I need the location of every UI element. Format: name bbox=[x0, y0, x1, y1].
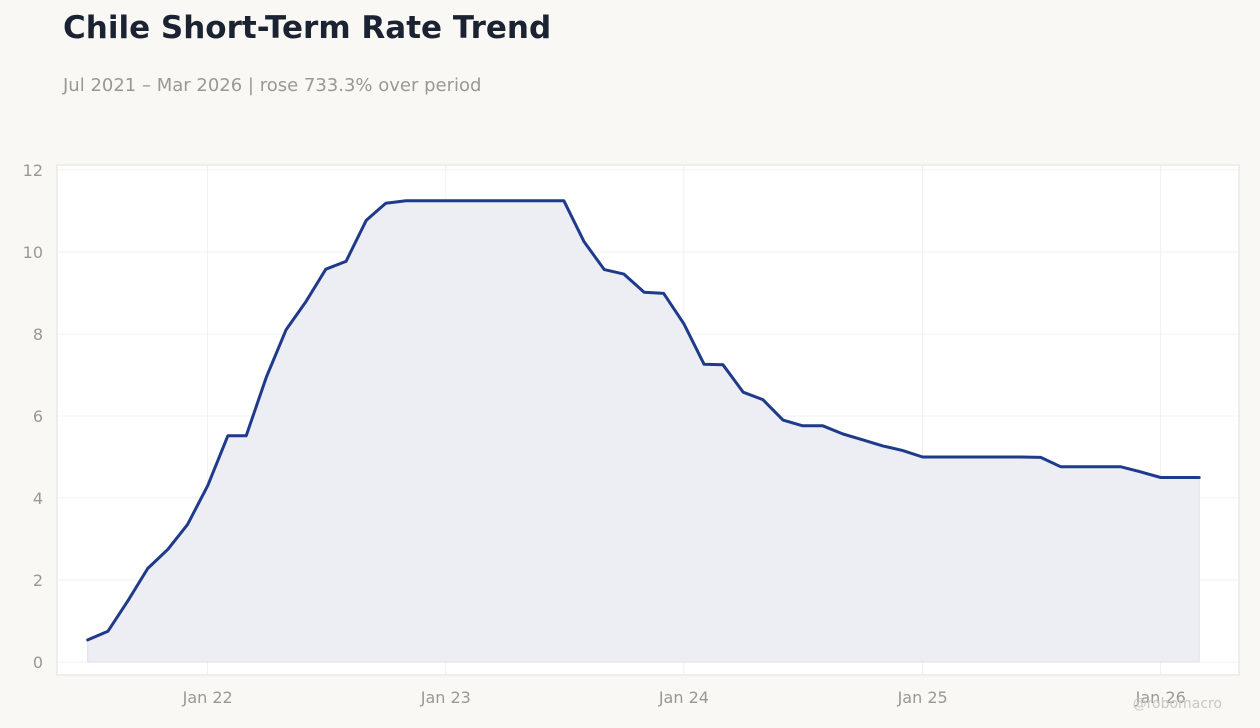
rate-line bbox=[86, 199, 1201, 642]
y-tick-label: 2 bbox=[33, 571, 43, 590]
y-tick-label: 0 bbox=[33, 653, 43, 672]
chart-subtitle: Jul 2021 – Mar 2026 | rose 733.3% over p… bbox=[63, 75, 482, 96]
x-axis-ticks: Jan 22 Jan 23 Jan 24 Jan 25 Jan 26 bbox=[182, 688, 1186, 707]
y-tick-label: 10 bbox=[23, 243, 43, 262]
chart-title: Chile Short-Term Rate Trend bbox=[63, 10, 552, 46]
x-tick-label: Jan 26 bbox=[1135, 688, 1186, 707]
x-tick-label: Jan 22 bbox=[182, 688, 233, 707]
y-tick-label: 12 bbox=[23, 161, 43, 180]
y-tick-label: 6 bbox=[33, 407, 43, 426]
watermark: @robomacro bbox=[1132, 696, 1222, 712]
x-tick-label: Jan 24 bbox=[658, 688, 709, 707]
x-tick-label: Jan 23 bbox=[420, 688, 471, 707]
y-tick-label: 4 bbox=[33, 489, 43, 508]
y-axis-ticks: 0 2 4 6 8 10 12 bbox=[23, 161, 43, 672]
y-tick-label: 8 bbox=[33, 325, 43, 344]
x-tick-label: Jan 25 bbox=[897, 688, 948, 707]
